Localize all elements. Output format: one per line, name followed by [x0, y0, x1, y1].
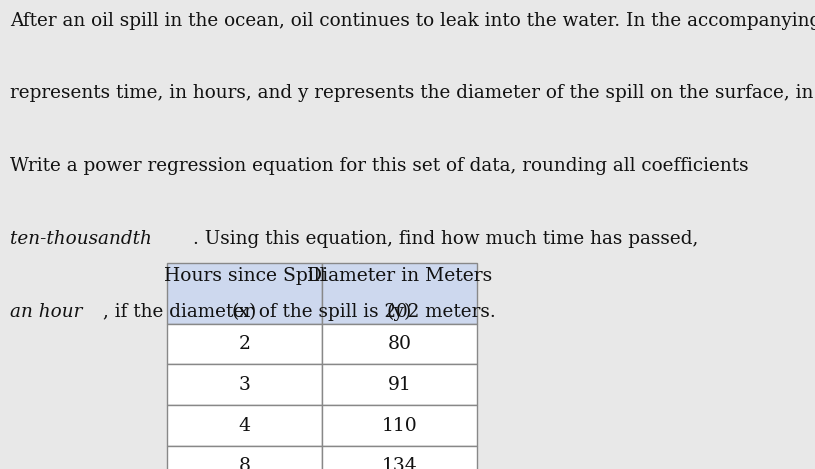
Text: , if the diameter of the spill is 202 meters.: , if the diameter of the spill is 202 me…: [104, 303, 496, 320]
Text: 134: 134: [381, 457, 417, 469]
Text: 8: 8: [239, 457, 250, 469]
Bar: [322, 324, 477, 364]
Text: Hours since Spill: Hours since Spill: [164, 267, 325, 285]
Text: 4: 4: [239, 416, 250, 435]
Bar: [322, 405, 477, 446]
Text: (x): (x): [231, 303, 258, 321]
Text: 91: 91: [387, 376, 412, 394]
Text: Write a power regression equation for this set of data, rounding all coefficient: Write a power regression equation for th…: [10, 157, 754, 175]
Text: ten-thousandth: ten-thousandth: [10, 230, 152, 248]
Text: an hour: an hour: [10, 303, 82, 320]
Bar: [167, 405, 322, 446]
Text: Diameter in Meters: Diameter in Meters: [306, 267, 492, 285]
Bar: [167, 324, 322, 364]
Text: 3: 3: [239, 376, 250, 394]
Bar: [322, 263, 477, 324]
Text: After an oil spill in the ocean, oil continues to leak into the water. In the ac: After an oil spill in the ocean, oil con…: [10, 12, 815, 30]
Text: 2: 2: [239, 335, 250, 353]
Bar: [322, 446, 477, 469]
Bar: [322, 364, 477, 405]
Bar: [167, 446, 322, 469]
Text: 80: 80: [387, 335, 412, 353]
Text: represents time, in hours, and y represents the diameter of the spill on the sur: represents time, in hours, and y represe…: [10, 84, 815, 102]
Text: 110: 110: [381, 416, 417, 435]
Text: (y): (y): [386, 303, 412, 321]
Bar: [167, 364, 322, 405]
Bar: [167, 263, 322, 324]
Text: . Using this equation, find how much time has passed,: . Using this equation, find how much tim…: [193, 230, 704, 248]
